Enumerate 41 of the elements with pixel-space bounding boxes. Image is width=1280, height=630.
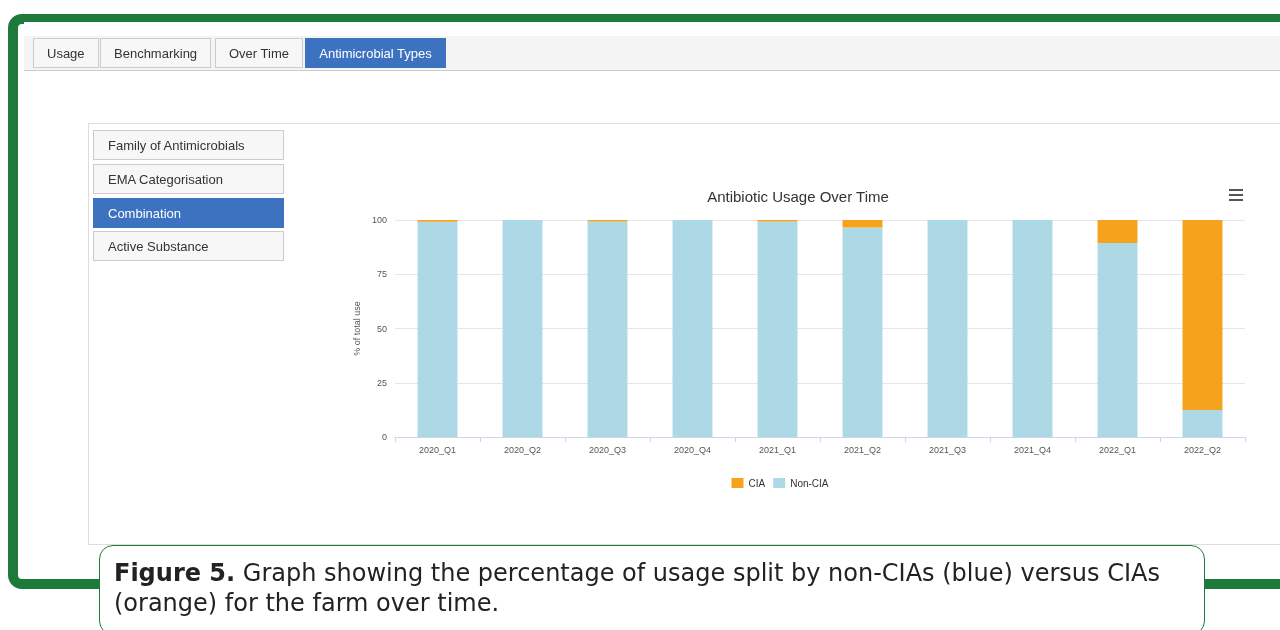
text: EMA Categorisation: [93, 164, 284, 194]
bar: [587, 221, 628, 437]
y-tick-label: 50: [376, 323, 387, 334]
x-tick-label: 2021_Q4: [1013, 444, 1052, 455]
text: Combination: [93, 198, 284, 228]
x-tick-label: 2022_Q1: [1098, 444, 1137, 455]
x-tick-label: 2022_Q2: [1183, 444, 1222, 455]
x-tick-label: 2020_Q1: [418, 444, 457, 455]
text: Over Time: [215, 38, 303, 68]
bar: [1182, 409, 1223, 437]
caption: Figure 5. Graph showing the percentage of usage split by non-CIAs (blue) versus CIAs (orange) for the farm over time.: [99, 545, 1205, 630]
bar: [1182, 220, 1223, 410]
bar: [927, 220, 968, 437]
y-tick-label: 75: [376, 269, 387, 280]
bar: [417, 221, 458, 437]
y-tick-label: 0: [381, 432, 387, 442]
bar: [842, 227, 883, 437]
text: Active Substance: [93, 231, 284, 261]
bar: [1012, 220, 1053, 437]
chart-title: Antibiotic Usage Over Time: [707, 188, 889, 205]
text: Usage: [33, 38, 99, 68]
x-tick-label: 2020_Q2: [503, 444, 542, 455]
y-tick-label: 25: [376, 377, 387, 388]
y-tick-label: 100: [371, 215, 387, 225]
legend-label: CIA: [748, 477, 766, 489]
text: Benchmarking: [100, 38, 212, 68]
x-tick-label: 2021_Q2: [843, 444, 882, 455]
bar: [1097, 220, 1138, 243]
text: Antimicrobial Types: [305, 38, 446, 68]
x-tick-label: 2020_Q3: [588, 444, 627, 455]
y-axis-title: % of total use: [351, 301, 362, 356]
bar: [757, 221, 798, 437]
bar: [842, 220, 883, 228]
bar: [502, 220, 543, 437]
x-tick-label: 2021_Q3: [928, 444, 967, 455]
text: Family of Antimicrobials: [93, 130, 284, 160]
bar: [672, 220, 713, 437]
x-tick-label: 2020_Q4: [673, 444, 712, 455]
bar: [1097, 243, 1138, 437]
legend-label: Non-CIA: [790, 477, 829, 489]
x-tick-label: 2021_Q1: [758, 444, 797, 455]
